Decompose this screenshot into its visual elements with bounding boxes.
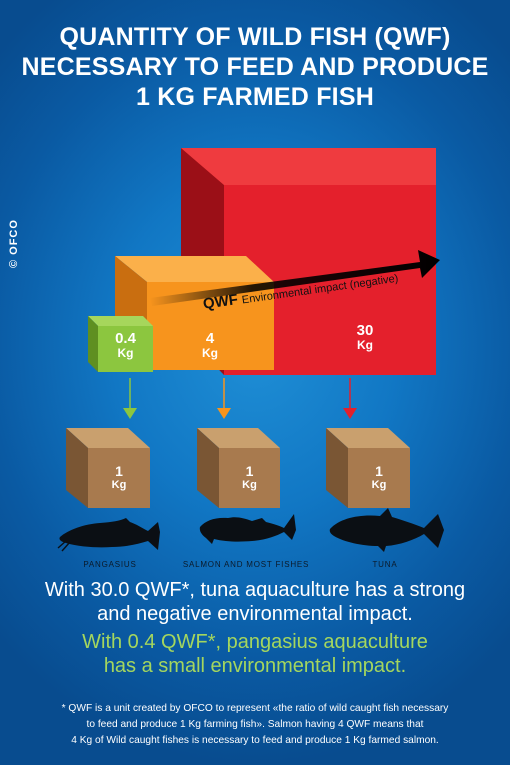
box-tuna xyxy=(326,428,410,508)
down-arrow-green xyxy=(123,378,137,419)
tuna-cube-value: 30 xyxy=(356,322,374,339)
footnote-line-3: 4 Kg of Wild caught fishes is necessary … xyxy=(71,735,439,746)
tuna-cube-unit: Kg xyxy=(357,338,373,353)
title-line-3: 1 KG FARMED FISH xyxy=(136,83,374,111)
tuna-statement-line-1: With 30.0 QWF*, tuna aquaculture has a s… xyxy=(44,579,466,601)
footnote: * QWF is a unit created by OFCO to repre… xyxy=(14,701,496,749)
title-line-2: NECESSARY TO FEED AND PRODUCE xyxy=(21,53,489,81)
box-tuna-value: 1 xyxy=(375,463,383,479)
box-pangasius-unit: Kg xyxy=(111,479,127,492)
box-pangasius-label: 1 Kg xyxy=(88,463,150,492)
title-line-1: QUANTITY OF WILD FISH (QWF) xyxy=(59,23,451,51)
pangasius-statement: With 0.4 QWF*, pangasius aquaculture has… xyxy=(0,630,510,678)
fish-label-tuna: TUNA xyxy=(372,560,398,569)
box-salmon xyxy=(197,428,280,508)
pangasius-cube xyxy=(88,316,153,372)
fish-label-pangasius: PANGASIUS xyxy=(83,560,137,569)
qwf-abbrev: QWF xyxy=(202,291,240,313)
down-arrow-orange xyxy=(217,378,231,419)
pangasius-statement-line-1: With 0.4 QWF*, pangasius aquaculture xyxy=(82,631,428,653)
pangasius-cube-value: 0.4 xyxy=(115,330,136,347)
down-arrow-red xyxy=(343,378,357,419)
salmon-cube-unit: Kg xyxy=(202,346,218,361)
salmon-cube-label: 4 Kg xyxy=(175,330,245,361)
box-pangasius-value: 1 xyxy=(115,463,123,479)
tuna-fish-icon xyxy=(329,508,444,552)
footnote-line-1: * QWF is a unit created by OFCO to repre… xyxy=(61,703,449,714)
salmon-fish-icon xyxy=(199,514,296,544)
tuna-statement-line-2: and negative environmental impact. xyxy=(97,603,413,625)
footnote-line-2: to feed and produce 1 Kg farming fish». … xyxy=(86,719,424,730)
pangasius-fish-icon xyxy=(57,518,160,552)
pangasius-cube-unit: Kg xyxy=(117,346,134,361)
pangasius-cube-label: 0.4 Kg xyxy=(98,330,153,361)
pangasius-statement-line-2: has a small environmental impact. xyxy=(103,655,407,677)
box-tuna-label: 1 Kg xyxy=(348,463,410,492)
page-title: QUANTITY OF WILD FISH (QWF) NECESSARY TO… xyxy=(0,22,510,112)
box-salmon-value: 1 xyxy=(245,463,254,479)
salmon-cube-value: 4 xyxy=(205,330,215,347)
tuna-statement: With 30.0 QWF*, tuna aquaculture has a s… xyxy=(0,578,510,626)
impact-arrow xyxy=(150,250,440,306)
box-pangasius xyxy=(66,428,150,508)
box-tuna-unit: Kg xyxy=(371,479,387,492)
tuna-cube-label: 30 Kg xyxy=(330,322,400,353)
box-salmon-label: 1 Kg xyxy=(219,463,280,492)
box-salmon-unit: Kg xyxy=(242,479,257,492)
fish-label-salmon: SALMON AND MOST FISHES xyxy=(182,560,310,569)
